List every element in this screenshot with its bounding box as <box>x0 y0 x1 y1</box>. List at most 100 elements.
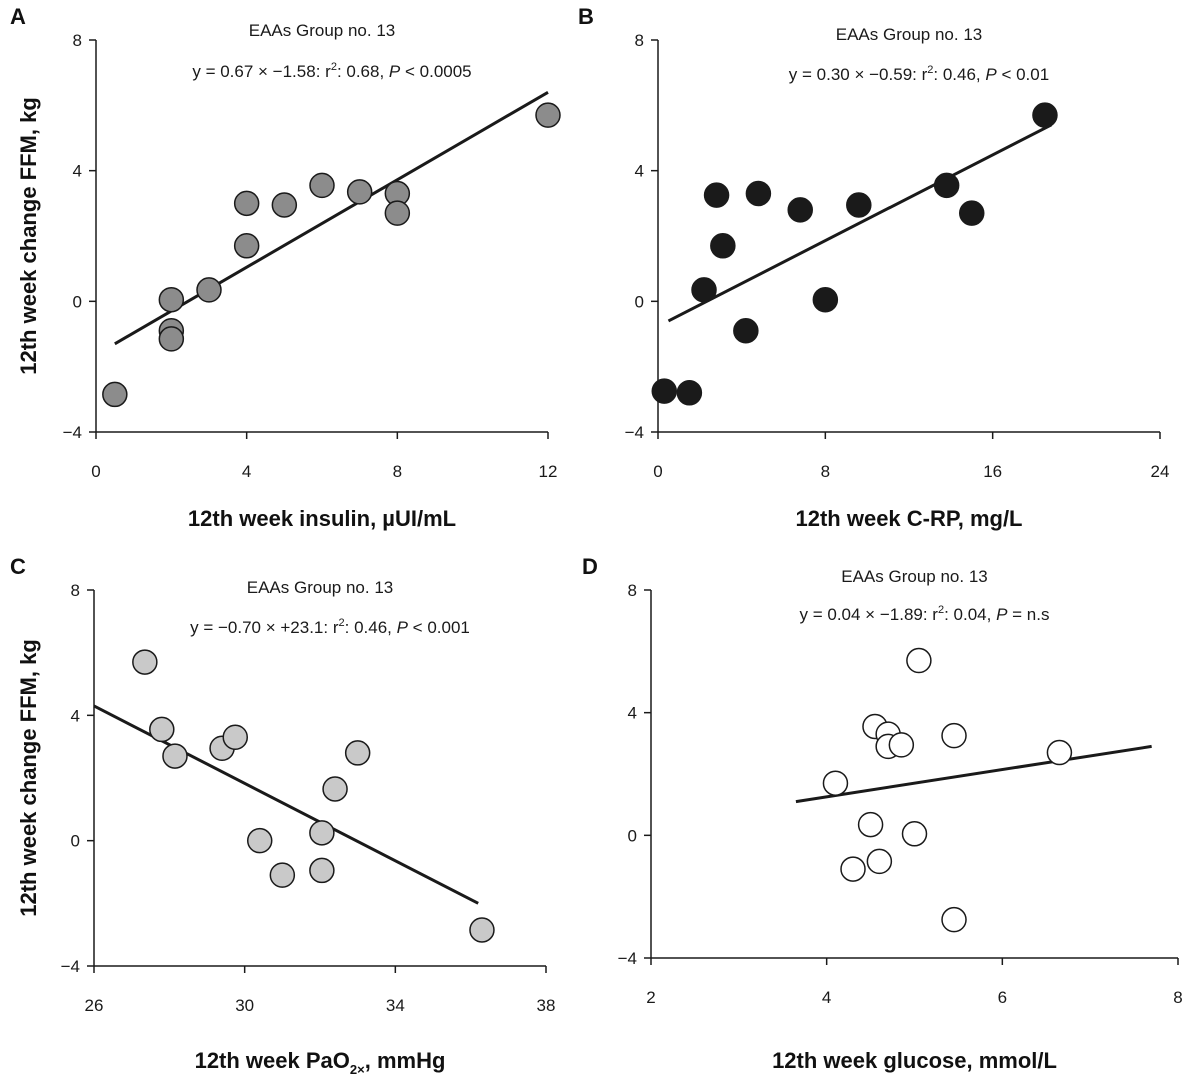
data-point <box>469 917 495 943</box>
x-axis-title: 12th week glucose, mmol/L <box>772 1048 1057 1073</box>
equation-text: y = 0.04 × −1.89: r <box>800 605 939 624</box>
panel-letter: D <box>582 554 598 579</box>
x-tick-label: 24 <box>1151 462 1170 481</box>
equation-superscript: 2 <box>331 61 337 73</box>
data-point <box>733 317 759 344</box>
x-tick-label: 8 <box>393 462 402 481</box>
x-axis-title: 12th week PaO2×, mmHg <box>195 1048 446 1077</box>
data-point <box>196 277 222 303</box>
data-point <box>710 233 736 259</box>
data-point <box>676 380 703 406</box>
equation-text: < 0.0005 <box>400 62 471 81</box>
x-tick-label: 0 <box>91 462 100 481</box>
x-tick-label: 34 <box>386 996 405 1015</box>
equation-text: < 0.001 <box>408 618 470 637</box>
panel-title: EAAs Group no. 13 <box>841 567 987 586</box>
y-tick-label: 4 <box>71 706 80 725</box>
data-point <box>271 192 298 218</box>
x-axis-title-text: 12th week C-RP, mg/L <box>796 506 1023 531</box>
x-axis-title-text: , mmHg <box>365 1048 446 1073</box>
data-point <box>346 179 373 205</box>
regression-equation: y = −0.70 × +23.1: r2: 0.46, P < 0.001 <box>190 617 470 637</box>
x-tick-label: 2 <box>646 988 655 1007</box>
data-point <box>246 827 273 854</box>
y-tick-label: −4 <box>63 423 82 442</box>
equation-text: y = −0.70 × +23.1: r <box>190 618 339 637</box>
data-point <box>941 722 967 749</box>
equation-superscript: 2 <box>339 617 345 629</box>
equation-text: = n.s <box>1007 605 1049 624</box>
data-point <box>787 197 813 223</box>
data-point <box>233 190 260 217</box>
equation-text: : 0.04, <box>944 605 996 624</box>
panel-b: −4 0 4 8 0 8 16 24 B EAAs Group no. 13 y = 0.30 × … <box>578 4 1169 531</box>
y-tick-label: 8 <box>71 581 80 600</box>
data-point <box>132 649 158 675</box>
data-point <box>812 286 839 313</box>
y-tick-label: 4 <box>628 704 637 723</box>
data-point <box>941 906 967 933</box>
x-tick-label: 16 <box>983 462 1002 481</box>
x-tick-label: 30 <box>235 996 254 1015</box>
data-point <box>1032 102 1058 128</box>
y-axis-title: 12th week change FFM, kg <box>16 639 41 917</box>
data-point <box>745 180 772 207</box>
y-tick-label: −4 <box>61 957 80 976</box>
equation-superscript: 2 <box>927 64 933 76</box>
data-point <box>888 732 915 758</box>
x-tick-label: 0 <box>653 462 662 481</box>
equation-p-symbol: P <box>985 65 997 84</box>
data-point <box>822 770 849 796</box>
equation-text: y = 0.67 × −1.58: r <box>192 62 331 81</box>
equation-text: : 0.46, <box>345 618 397 637</box>
y-tick-label: −4 <box>618 949 637 968</box>
y-tick-label: 4 <box>635 162 644 181</box>
x-tick-label: 4 <box>242 462 251 481</box>
panel-a: −4 0 4 8 0 4 8 12 A EAAs Group no. 13 y = 0.67 × −… <box>10 4 561 531</box>
regression-line <box>114 90 549 346</box>
y-axis-title: 12th week change FFM, kg <box>16 97 41 375</box>
equation-text: : 0.68, <box>337 62 389 81</box>
panel-c: −4 0 4 8 26 30 34 38 C EAAs Group no. 13 y = −0.70… <box>10 554 555 1077</box>
data-point <box>691 277 717 303</box>
x-tick-label: 8 <box>1173 988 1182 1007</box>
data-point <box>384 200 411 226</box>
x-axis-title-subscript: 2× <box>350 1062 365 1077</box>
data-point <box>222 724 248 751</box>
equation-p-symbol: P <box>389 62 401 81</box>
regression-line <box>795 744 1152 804</box>
data-point <box>840 856 866 882</box>
x-axis-title-text: 12th week glucose, mmol/L <box>772 1048 1057 1073</box>
panel-title: EAAs Group no. 13 <box>249 21 395 40</box>
equation-p-symbol: P <box>397 618 409 637</box>
data-point <box>269 862 296 888</box>
data-point <box>309 820 335 846</box>
data-point <box>102 381 128 408</box>
data-point <box>901 821 928 847</box>
x-tick-label: 4 <box>822 988 831 1007</box>
data-point <box>651 378 678 404</box>
x-tick-label: 6 <box>998 988 1007 1007</box>
data-point <box>149 716 175 743</box>
panel-d: −4 0 4 8 2 4 6 8 D EAAs Group no. 13 y = 0.04 × −1… <box>582 554 1183 1073</box>
equation-text: : 0.46, <box>933 65 985 84</box>
data-point <box>309 857 335 884</box>
data-point <box>158 286 185 313</box>
y-tick-label: −4 <box>625 423 644 442</box>
y-tick-label: 8 <box>73 31 82 50</box>
data-point <box>535 102 561 128</box>
y-tick-label: 0 <box>73 292 82 311</box>
x-tick-label: 12 <box>539 462 558 481</box>
regression-equation: y = 0.67 × −1.58: r2: 0.68, P < 0.0005 <box>192 61 471 81</box>
data-point <box>933 172 960 199</box>
data-point <box>344 740 371 766</box>
panel-letter: A <box>10 4 26 29</box>
y-tick-label: 0 <box>71 832 80 851</box>
x-tick-label: 38 <box>537 996 556 1015</box>
x-axis-title-text: 12th week PaO <box>195 1048 350 1073</box>
panel-letter: B <box>578 4 594 29</box>
y-tick-label: 8 <box>635 31 644 50</box>
equation-superscript: 2 <box>938 604 944 616</box>
panel-title: EAAs Group no. 13 <box>247 578 393 597</box>
data-point <box>1046 739 1073 766</box>
